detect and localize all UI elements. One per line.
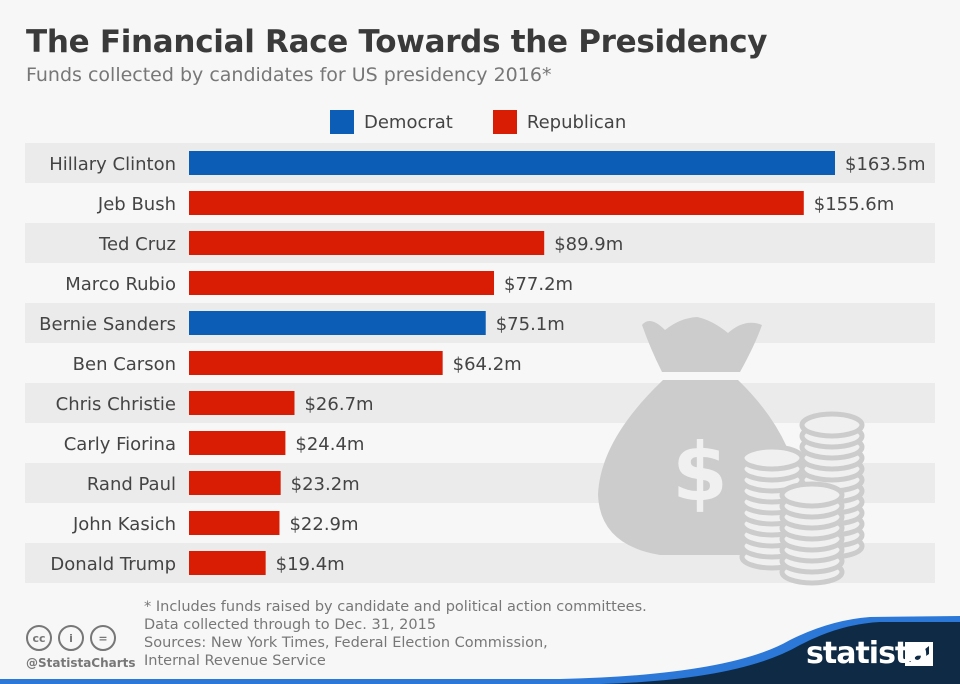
bar-chart: $ Hillary Clinton $163.5m Jeb Bush $155.6m T… <box>25 143 935 586</box>
value-label: $163.5m <box>845 154 926 175</box>
legend-item-republican: Republican <box>492 110 627 134</box>
bar <box>189 311 486 335</box>
footnotes: * Includes funds raised by candidate and… <box>144 598 647 670</box>
chart-title: The Financial Race Towards the Presidenc… <box>26 24 768 60</box>
category-label: Donald Trump <box>50 554 176 575</box>
category-label: John Kasich <box>72 514 176 535</box>
bar <box>189 551 266 575</box>
svg-text:$: $ <box>672 426 728 519</box>
bar <box>189 511 280 535</box>
category-label: Carly Fiorina <box>64 434 176 455</box>
coin-icon <box>779 481 845 509</box>
cc-icon: cc <box>26 625 52 651</box>
value-label: $89.9m <box>554 234 623 255</box>
legend-item-democrat: Democrat <box>330 110 453 134</box>
row-band <box>25 383 935 423</box>
source-note: Internal Revenue Service <box>144 653 326 669</box>
statista-logo-icon <box>905 642 933 666</box>
value-label: $26.7m <box>304 394 373 415</box>
category-label: Chris Christie <box>56 394 176 415</box>
legend-swatch <box>330 110 354 134</box>
footnote: Data collected through to Dec. 31, 2015 <box>144 617 437 633</box>
statista-logo[interactable]: statista <box>806 636 929 671</box>
footnote: * Includes funds raised by candidate and… <box>144 599 647 615</box>
bar <box>189 191 804 215</box>
twitter-handle[interactable]: @StatistaCharts <box>26 656 136 670</box>
category-label: Ben Carson <box>73 354 176 375</box>
license-icons[interactable]: cc i = <box>26 625 116 651</box>
category-label: Ted Cruz <box>98 234 176 255</box>
category-label: Jeb Bush <box>97 194 176 215</box>
bar <box>189 431 286 455</box>
legend-label: Republican <box>526 111 627 133</box>
legend: Democrat Republican <box>330 110 626 134</box>
bar <box>189 391 295 415</box>
value-label: $155.6m <box>814 194 895 215</box>
bar <box>189 231 545 255</box>
bar <box>189 471 281 495</box>
category-label: Marco Rubio <box>65 274 176 295</box>
coin-icon <box>739 444 805 472</box>
category-label: Bernie Sanders <box>39 314 176 335</box>
bar <box>189 151 835 175</box>
chart-subtitle: Funds collected by candidates for US pre… <box>26 64 552 86</box>
value-label: $75.1m <box>496 314 565 335</box>
nd-icon: = <box>90 625 116 651</box>
value-label: $24.4m <box>295 434 364 455</box>
value-label: $77.2m <box>504 274 573 295</box>
category-label: Hillary Clinton <box>49 154 176 175</box>
coin-icon <box>799 411 865 439</box>
value-label: $19.4m <box>276 554 345 575</box>
by-icon: i <box>58 625 84 651</box>
bar <box>189 351 443 375</box>
value-label: $22.9m <box>289 514 358 535</box>
bar <box>189 271 495 295</box>
value-label: $64.2m <box>453 354 522 375</box>
legend-swatch <box>492 110 517 134</box>
category-label: Rand Paul <box>87 474 176 495</box>
legend-label: Democrat <box>364 111 453 133</box>
value-label: $23.2m <box>291 474 360 495</box>
source-note: Sources: New York Times, Federal Electio… <box>144 635 548 651</box>
